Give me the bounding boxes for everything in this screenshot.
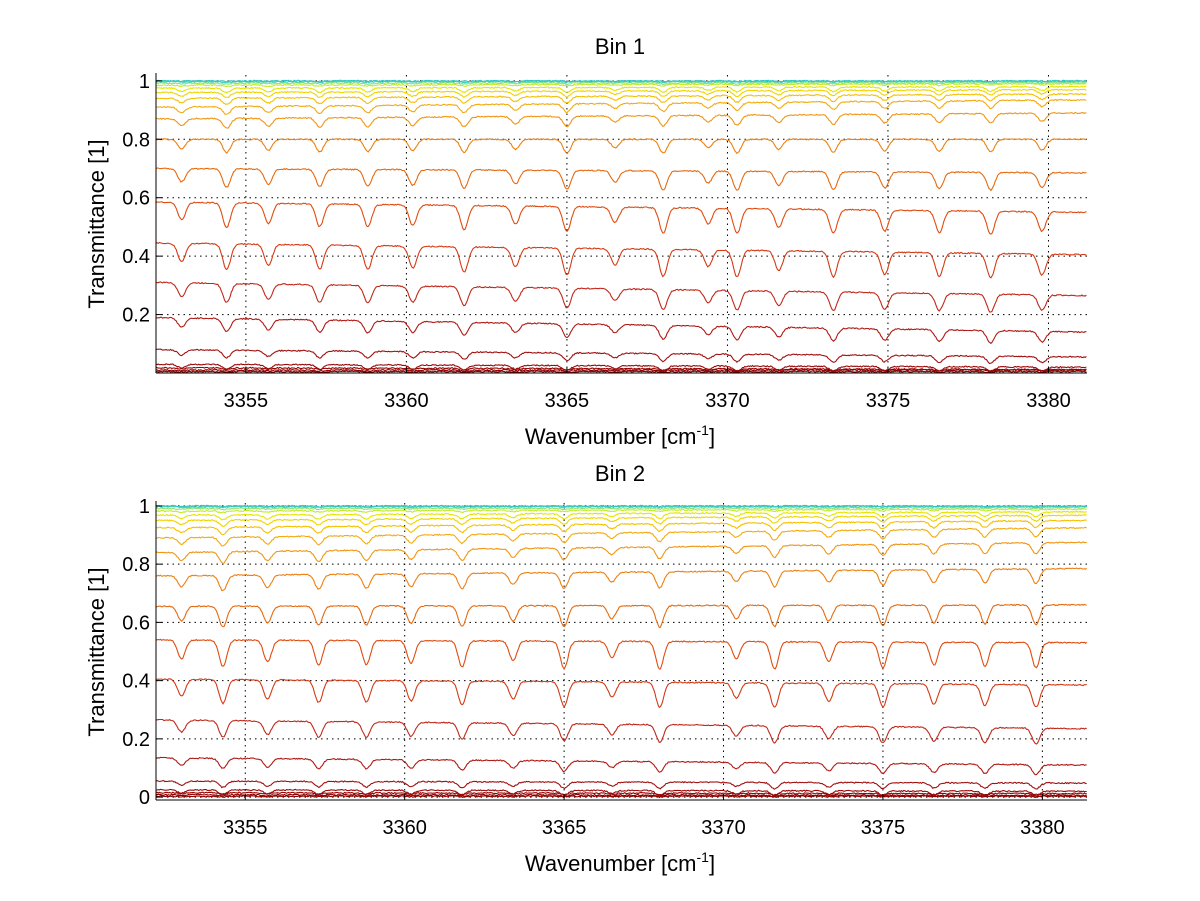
- x-axis-label-close: ]: [709, 851, 715, 876]
- axes-layer: [155, 501, 1087, 801]
- x-tick-label: 3360: [384, 390, 429, 412]
- series-line: [155, 366, 1087, 372]
- x-tick-label: 3360: [382, 817, 427, 839]
- x-tick-label: 3380: [1020, 817, 1065, 839]
- series-line: [156, 111, 1087, 129]
- x-tick-label: 3355: [224, 390, 269, 412]
- y-tick-label: 0.6: [122, 612, 150, 634]
- series-line: [155, 638, 1088, 670]
- y-tick-label: 0.4: [122, 671, 150, 693]
- series-line: [155, 567, 1088, 592]
- y-tick-label: 0: [139, 787, 150, 809]
- x-axis-label-superscript: -1: [697, 849, 710, 865]
- x-tick-label: 3365: [542, 817, 587, 839]
- series-line: [155, 79, 1087, 83]
- series-line: [155, 718, 1087, 745]
- series-line: [155, 519, 1087, 536]
- y-axis-label: Transmittance [1]: [84, 567, 109, 736]
- x-tick-label: 3365: [545, 390, 590, 412]
- x-tick-label: 3375: [866, 390, 911, 412]
- series-line: [155, 510, 1087, 521]
- axes-layer: [155, 73, 1087, 374]
- y-tick-labels: 0.2 0.4 0.6 0.8 1: [122, 71, 150, 327]
- y-tick-label: 1: [139, 496, 150, 518]
- series-layer: [155, 504, 1088, 799]
- series-line: [155, 678, 1087, 709]
- series-line: [155, 756, 1087, 776]
- series-line: [155, 603, 1087, 629]
- x-tick-labels: 3355 3360 3365 3370 3375 3380: [224, 390, 1071, 412]
- series-line: [155, 793, 1087, 798]
- y-axis-label: Transmittance [1]: [84, 139, 109, 308]
- x-tick-labels: 3355 3360 3365 3370 3375 3380: [223, 817, 1065, 839]
- series-line: [155, 794, 1088, 799]
- series-line: [155, 281, 1087, 313]
- y-tick-label: 1: [139, 71, 150, 93]
- x-axis-label-text: Wavenumber [cm: [525, 424, 697, 449]
- x-axis-label-superscript: -1: [697, 422, 710, 438]
- x-tick-label: 3370: [705, 390, 750, 412]
- series-line: [155, 504, 1087, 508]
- series-line: [156, 526, 1088, 547]
- chart-panel-bin-2: Bin 2 3355 3360 3365 3370 3375 3380 0 0.2 0.4 0.…: [84, 461, 1088, 876]
- series-line: [155, 541, 1087, 565]
- series-line: [155, 201, 1087, 235]
- x-tick-label: 3370: [701, 817, 746, 839]
- x-tick-label: 3380: [1026, 390, 1071, 412]
- y-tick-label: 0.4: [122, 246, 150, 268]
- y-tick-label: 0.8: [122, 554, 150, 576]
- chart-title: Bin 1: [595, 34, 645, 59]
- y-tick-labels: 0 0.2 0.4 0.6 0.8 1: [122, 496, 150, 809]
- y-tick-label: 0.2: [122, 729, 150, 751]
- series-line: [155, 508, 1087, 514]
- series-line: [155, 98, 1087, 115]
- series-line: [155, 348, 1087, 365]
- y-tick-label: 0.8: [122, 129, 150, 151]
- series-line: [155, 92, 1087, 105]
- series-line: [155, 370, 1087, 374]
- y-tick-label: 0.2: [122, 305, 150, 327]
- x-axis-label: Wavenumber [cm-1]: [525, 849, 715, 876]
- grid-layer: [156, 75, 1087, 373]
- series-line: [155, 137, 1087, 155]
- series-line: [155, 167, 1087, 192]
- series-line: [155, 85, 1087, 94]
- y-tick-label: 0.6: [122, 188, 150, 210]
- series-line: [155, 514, 1087, 527]
- chart-title: Bin 2: [595, 461, 645, 486]
- series-line: [155, 316, 1087, 345]
- chart-panel-bin-1: Bin 1 3355 3360 3365 3370 3375 3380 0.2 0.4 0.6…: [84, 34, 1087, 449]
- x-tick-label: 3375: [861, 817, 906, 839]
- x-axis-label: Wavenumber [cm-1]: [525, 422, 715, 449]
- series-layer: [155, 79, 1087, 374]
- series-line: [155, 241, 1087, 279]
- x-axis-label-close: ]: [709, 424, 715, 449]
- x-axis-label-text: Wavenumber [cm: [525, 851, 697, 876]
- series-line: [156, 82, 1087, 88]
- series-line: [155, 88, 1087, 99]
- series-line: [155, 81, 1087, 85]
- series-line: [155, 363, 1087, 373]
- series-line: [155, 780, 1087, 790]
- series-line: [155, 506, 1087, 511]
- series-line: [156, 788, 1087, 797]
- x-tick-label: 3355: [223, 817, 268, 839]
